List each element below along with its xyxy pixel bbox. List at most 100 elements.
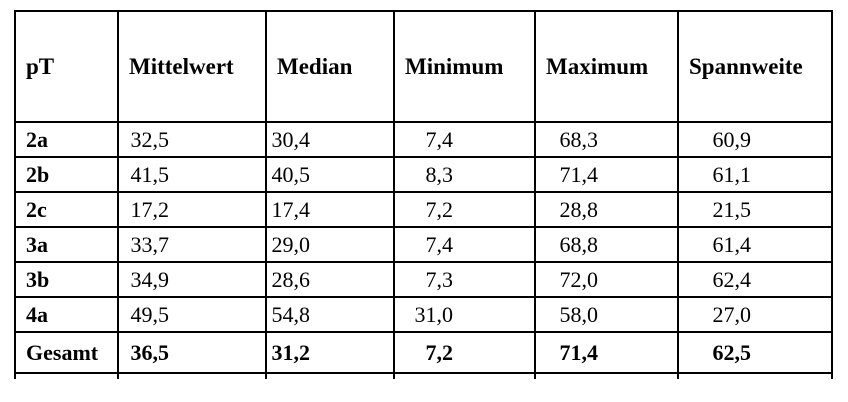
- cropped-cell: [677, 372, 833, 379]
- cell-value: 68,3: [559, 126, 599, 152]
- data-cell: 61,4: [677, 226, 833, 263]
- table-row-4a: 4a 49,5 54,8 31,0 58,0 27,0: [14, 296, 833, 333]
- data-cell: 31,0: [393, 296, 536, 333]
- data-cell: 68,8: [534, 226, 679, 263]
- column-header-median: Median: [265, 10, 395, 123]
- cropped-next-row: [14, 372, 833, 379]
- cell-value: 21,5: [712, 196, 752, 222]
- header-row: pT Mittelwert Median Minimum Maximum Spannwei…: [14, 10, 833, 123]
- cropped-cell: [393, 372, 536, 379]
- cell-value: 54,8: [271, 301, 311, 327]
- row-label: 3b: [14, 261, 119, 298]
- cell-value: 7,3: [425, 266, 454, 292]
- column-header-spannweite: Spannweite: [677, 10, 833, 123]
- cell-value: 8,3: [425, 161, 454, 187]
- data-cell: 29,0: [265, 226, 395, 263]
- cell-value: 33,7: [130, 231, 170, 257]
- data-cell: 7,4: [393, 226, 536, 263]
- data-cell: 72,0: [534, 261, 679, 298]
- cropped-cell: [117, 372, 267, 379]
- data-cell: 40,5: [265, 156, 395, 193]
- table-row-gesamt: Gesamt 36,5 31,2 7,2 71,4 62,5: [14, 331, 833, 374]
- cell-value: 30,4: [271, 126, 311, 152]
- data-cell: 54,8: [265, 296, 395, 333]
- data-cell: 58,0: [534, 296, 679, 333]
- cell-value: 31,0: [414, 301, 454, 327]
- data-cell: 31,2: [265, 331, 395, 374]
- data-cell: 7,2: [393, 191, 536, 228]
- data-cell: 7,4: [393, 121, 536, 158]
- column-header-minimum: Minimum: [393, 10, 536, 123]
- cell-value: 40,5: [271, 161, 311, 187]
- data-cell: 28,8: [534, 191, 679, 228]
- data-cell: 62,4: [677, 261, 833, 298]
- cell-value: 28,6: [271, 266, 311, 292]
- row-label: 4a: [14, 296, 119, 333]
- data-cell: 8,3: [393, 156, 536, 193]
- data-cell: 17,4: [265, 191, 395, 228]
- data-cell: 32,5: [117, 121, 267, 158]
- data-cell: 71,4: [534, 331, 679, 374]
- data-cell: 62,5: [677, 331, 833, 374]
- cell-value: 7,2: [425, 196, 454, 222]
- column-header-pt: pT: [14, 10, 119, 123]
- data-cell: 41,5: [117, 156, 267, 193]
- cell-value: 62,4: [712, 266, 752, 292]
- cell-value: 60,9: [712, 126, 752, 152]
- row-label: 2c: [14, 191, 119, 228]
- cell-value: 29,0: [271, 231, 311, 257]
- table-body: 2a 32,5 30,4 7,4 68,3 60,9 2b 41,5 40,5 8,3 71,4 61…: [14, 121, 833, 379]
- data-cell: 7,2: [393, 331, 536, 374]
- cell-value: 71,4: [559, 339, 599, 365]
- data-cell: 61,1: [677, 156, 833, 193]
- data-cell: 60,9: [677, 121, 833, 158]
- column-header-mittelwert: Mittelwert: [117, 10, 267, 123]
- row-label: 2b: [14, 156, 119, 193]
- table-row-3a: 3a 33,7 29,0 7,4 68,8 61,4: [14, 226, 833, 263]
- data-cell: 21,5: [677, 191, 833, 228]
- row-label: 2a: [14, 121, 119, 158]
- data-cell: 27,0: [677, 296, 833, 333]
- cell-value: 61,4: [712, 231, 752, 257]
- cell-value: 7,2: [425, 339, 454, 365]
- cell-value: 32,5: [130, 126, 170, 152]
- data-cell: 17,2: [117, 191, 267, 228]
- cell-value: 17,2: [130, 196, 170, 222]
- data-cell: 33,7: [117, 226, 267, 263]
- cell-value: 41,5: [130, 161, 170, 187]
- cropped-cell: [265, 372, 395, 379]
- statistics-table: pT Mittelwert Median Minimum Maximum Spannwei…: [14, 10, 833, 379]
- table-row-2a: 2a 32,5 30,4 7,4 68,3 60,9: [14, 121, 833, 158]
- data-cell: 68,3: [534, 121, 679, 158]
- row-label: Gesamt: [14, 331, 119, 374]
- cell-value: 27,0: [712, 301, 752, 327]
- cell-value: 61,1: [712, 161, 752, 187]
- table-row-3b: 3b 34,9 28,6 7,3 72,0 62,4: [14, 261, 833, 298]
- cell-value: 72,0: [559, 266, 599, 292]
- data-cell: 36,5: [117, 331, 267, 374]
- table-row-2b: 2b 41,5 40,5 8,3 71,4 61,1: [14, 156, 833, 193]
- cell-value: 28,8: [559, 196, 599, 222]
- column-header-maximum: Maximum: [534, 10, 679, 123]
- cell-value: 62,5: [712, 339, 752, 365]
- table-row-2c: 2c 17,2 17,4 7,2 28,8 21,5: [14, 191, 833, 228]
- cell-value: 58,0: [559, 301, 599, 327]
- cropped-cell: [14, 372, 119, 379]
- row-label: 3a: [14, 226, 119, 263]
- cell-value: 68,8: [559, 231, 599, 257]
- data-cell: 49,5: [117, 296, 267, 333]
- data-cell: 34,9: [117, 261, 267, 298]
- data-cell: 7,3: [393, 261, 536, 298]
- cell-value: 49,5: [130, 301, 170, 327]
- data-cell: 71,4: [534, 156, 679, 193]
- data-cell: 30,4: [265, 121, 395, 158]
- cell-value: 71,4: [559, 161, 599, 187]
- data-cell: 28,6: [265, 261, 395, 298]
- cell-value: 31,2: [271, 339, 311, 365]
- cell-value: 36,5: [130, 339, 170, 365]
- cropped-cell: [534, 372, 679, 379]
- cell-value: 7,4: [425, 126, 454, 152]
- cell-value: 17,4: [271, 196, 311, 222]
- cell-value: 7,4: [425, 231, 454, 257]
